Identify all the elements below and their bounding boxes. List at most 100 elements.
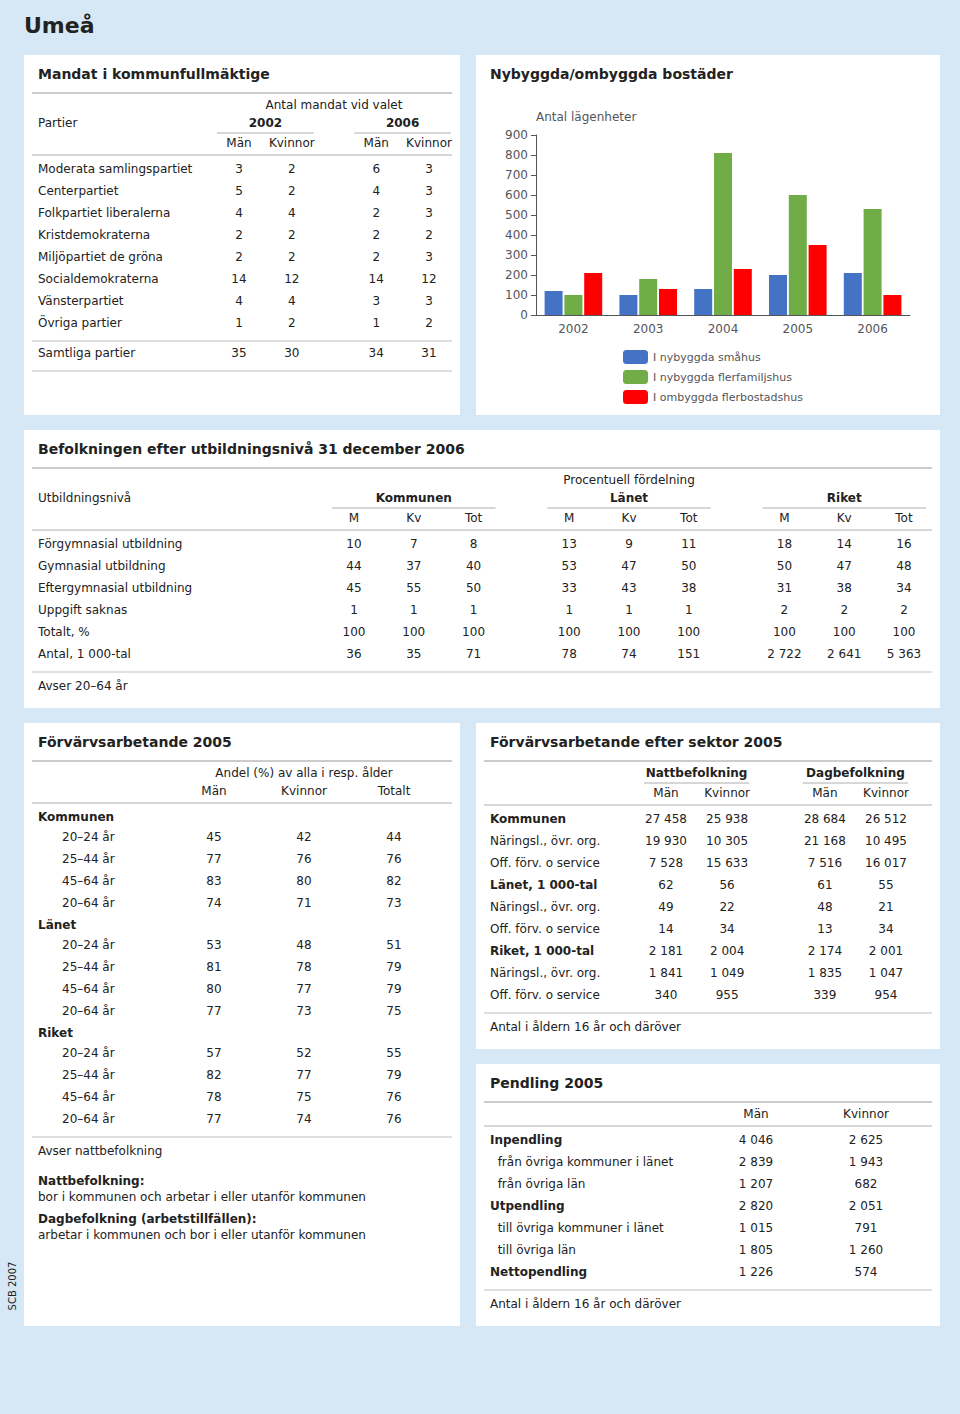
svg-text:Mandat i kommunfullmäktige: Mandat i kommunfullmäktige [38,66,270,82]
svg-text:Gymnasial utbildning: Gymnasial utbildning [38,559,166,573]
svg-text:100: 100 [833,625,856,639]
svg-text:Socialdemokraterna: Socialdemokraterna [38,272,159,286]
svg-text:Män: Män [653,786,678,800]
svg-text:0: 0 [520,308,528,322]
svg-text:Avser nattbefolkning: Avser nattbefolkning [38,1144,162,1158]
svg-text:7 516: 7 516 [808,856,842,870]
svg-text:Länet, 1 000-tal: Länet, 1 000-tal [490,878,597,892]
svg-text:10 305: 10 305 [706,834,748,848]
svg-text:Nybyggda/ombyggda bostäder: Nybyggda/ombyggda bostäder [490,66,733,82]
svg-text:2: 2 [900,603,908,617]
svg-text:62: 62 [658,878,673,892]
svg-text:7: 7 [410,537,418,551]
svg-text:76: 76 [386,1090,401,1104]
svg-text:4 046: 4 046 [739,1133,773,1147]
svg-text:3: 3 [425,184,433,198]
svg-text:33: 33 [562,581,577,595]
svg-text:12: 12 [284,272,299,286]
svg-text:37: 37 [406,559,421,573]
svg-text:2002: 2002 [558,322,589,336]
svg-text:10: 10 [346,537,361,551]
svg-text:340: 340 [655,988,678,1002]
svg-text:52: 52 [296,1046,311,1060]
svg-text:2002: 2002 [249,116,282,130]
svg-text:82: 82 [206,1068,221,1082]
svg-text:47: 47 [837,559,852,573]
svg-text:2: 2 [372,250,380,264]
svg-text:44: 44 [386,830,401,844]
svg-text:Centerpartiet: Centerpartiet [38,184,119,198]
svg-text:78: 78 [296,960,311,974]
svg-text:Kommunen: Kommunen [38,810,114,824]
svg-text:Nattbefolkning:: Nattbefolkning: [38,1174,145,1188]
svg-text:100: 100 [677,625,700,639]
svg-text:28 684: 28 684 [804,812,846,826]
svg-text:38: 38 [681,581,696,595]
svg-text:Tot: Tot [464,511,483,525]
svg-text:83: 83 [206,874,221,888]
svg-text:1 047: 1 047 [869,966,903,980]
svg-text:Förvärvsarbetande efter sektor: Förvärvsarbetande efter sektor 2005 [490,734,783,750]
svg-text:Antal lägenheter: Antal lägenheter [536,110,636,124]
svg-text:20–64 år: 20–64 år [62,1112,115,1126]
svg-text:74: 74 [206,896,221,910]
svg-text:1 015: 1 015 [739,1221,773,1235]
svg-text:6: 6 [372,162,380,176]
svg-text:71: 71 [296,896,311,910]
svg-text:151: 151 [677,647,700,661]
svg-text:53: 53 [562,559,577,573]
svg-text:2 641: 2 641 [827,647,861,661]
svg-text:Antal i åldern 16 år och däröv: Antal i åldern 16 år och däröver [490,1020,681,1034]
svg-text:20–24 år: 20–24 år [62,830,115,844]
svg-text:Näringsl., övr. org.: Näringsl., övr. org. [490,834,600,848]
svg-text:14: 14 [837,537,852,551]
svg-text:3: 3 [425,294,433,308]
svg-text:1 943: 1 943 [849,1155,883,1169]
svg-text:3: 3 [425,162,433,176]
svg-text:14: 14 [369,272,384,286]
svg-text:200: 200 [505,268,528,282]
svg-text:51: 51 [386,938,401,952]
svg-text:Kvinnor: Kvinnor [704,786,750,800]
svg-text:400: 400 [505,228,528,242]
svg-text:2: 2 [372,206,380,220]
svg-text:Pendling 2005: Pendling 2005 [490,1075,603,1091]
svg-text:2 004: 2 004 [710,944,744,958]
svg-text:31: 31 [777,581,792,595]
svg-text:M: M [349,511,359,525]
svg-text:79: 79 [386,1068,401,1082]
svg-text:3: 3 [425,206,433,220]
svg-text:Män: Män [812,786,837,800]
svg-text:73: 73 [296,1004,311,1018]
svg-text:Tot: Tot [894,511,913,525]
svg-text:20–24 år: 20–24 år [62,938,115,952]
svg-text:1: 1 [470,603,478,617]
svg-text:38: 38 [837,581,852,595]
svg-text:49: 49 [658,900,673,914]
svg-text:I ombyggda flerbostadshus: I ombyggda flerbostadshus [653,391,803,404]
svg-text:Kvinnor: Kvinnor [269,136,315,150]
svg-text:2 051: 2 051 [849,1199,883,1213]
svg-text:Kvinnor: Kvinnor [863,786,909,800]
svg-text:2: 2 [288,162,296,176]
svg-text:Utpendling: Utpendling [490,1199,565,1213]
svg-text:50: 50 [466,581,481,595]
svg-text:5 363: 5 363 [887,647,921,661]
svg-text:Avser 20–64 år: Avser 20–64 år [38,679,128,693]
svg-text:25–44 år: 25–44 år [62,852,115,866]
svg-text:100: 100 [402,625,425,639]
svg-text:3: 3 [425,250,433,264]
svg-text:77: 77 [206,1112,221,1126]
svg-text:25–44 år: 25–44 år [62,960,115,974]
svg-text:800: 800 [505,148,528,162]
svg-text:100: 100 [505,288,528,302]
svg-text:700: 700 [505,168,528,182]
svg-text:954: 954 [875,988,898,1002]
svg-text:3: 3 [235,162,243,176]
svg-text:76: 76 [296,852,311,866]
svg-text:80: 80 [206,982,221,996]
svg-text:Uppgift saknas: Uppgift saknas [38,603,127,617]
svg-text:100: 100 [893,625,916,639]
svg-text:100: 100 [618,625,641,639]
svg-text:900: 900 [505,128,528,142]
